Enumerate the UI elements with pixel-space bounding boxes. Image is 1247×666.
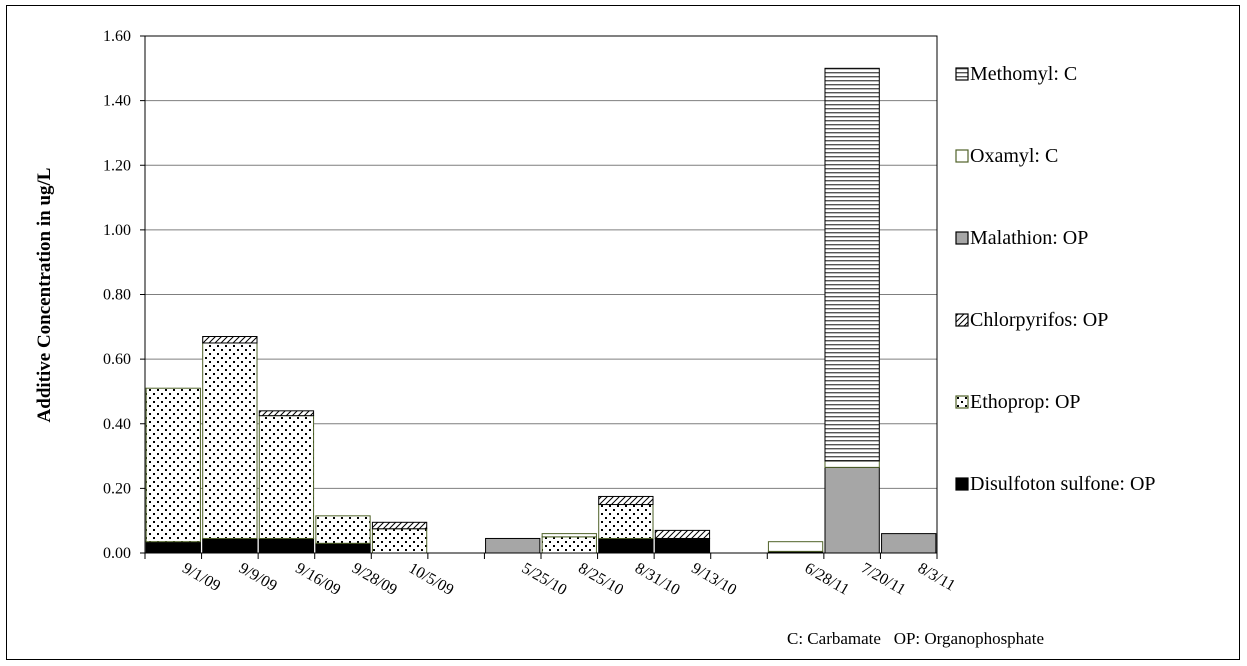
x-tick-label: 5/25/10	[519, 560, 570, 599]
x-tick-label: 9/9/09	[236, 560, 280, 595]
bar-segment	[824, 460, 880, 468]
legend-label: Chlorpyrifos: OP	[970, 309, 1108, 331]
legend-label: Methomyl: C	[970, 63, 1077, 85]
x-tick-label: 8/25/10	[575, 560, 626, 599]
y-tick-label: 1.60	[103, 28, 131, 45]
bar-segment	[881, 533, 937, 554]
bar-segment	[202, 537, 258, 554]
bar-segment	[145, 541, 201, 554]
legend: Methomyl: C Oxamyl: C Malathion: OP Chlorpy…	[955, 63, 1156, 495]
y-tick-label: 0.00	[103, 545, 131, 562]
legend-swatch	[955, 395, 969, 409]
bar-segment	[485, 537, 541, 554]
legend-swatch	[955, 149, 969, 163]
bar-segment	[541, 533, 597, 538]
x-tick-label: 9/13/10	[688, 560, 739, 599]
legend-swatch	[955, 477, 969, 491]
bar-segment	[598, 504, 654, 539]
footnote: C: Carbamate OP: Organophosphate	[787, 629, 1044, 648]
x-tick-label: 8/31/10	[632, 560, 683, 599]
bar-segment	[767, 541, 824, 552]
bars	[145, 67, 937, 554]
legend-label: Ethoprop: OP	[970, 391, 1081, 413]
x-tick-label: 9/28/09	[349, 560, 400, 599]
legend-label: Disulfoton sulfone: OP	[970, 473, 1156, 495]
x-tick-label: 7/20/11	[858, 560, 908, 599]
legend-swatch	[955, 67, 969, 81]
x-ticks: 9/1/09 9/9/09 9/16/09 9/28/09 10/5/09 5/25/10…	[144, 553, 958, 599]
bar-segment	[258, 537, 315, 554]
bar-segment	[598, 495, 654, 506]
legend-swatch	[955, 313, 969, 327]
bar-segment	[654, 537, 711, 554]
bar-segment	[371, 521, 428, 530]
x-tick-label: 8/3/11	[915, 560, 958, 595]
bar-segment	[315, 542, 371, 554]
x-tick-label: 10/5/09	[406, 560, 457, 599]
bar-segment	[258, 415, 315, 539]
bar-segment	[371, 528, 428, 554]
y-ticks: 0.00 0.20 0.40 0.60 0.80 1.00 1.20 1.40 1.60	[103, 28, 145, 562]
bar-segment	[598, 537, 654, 554]
legend-swatch	[955, 231, 969, 245]
y-tick-label: 0.80	[103, 287, 131, 304]
y-tick-label: 0.40	[103, 416, 131, 433]
y-tick-label: 0.60	[103, 351, 131, 368]
legend-label: Malathion: OP	[970, 227, 1088, 249]
bar-segment	[258, 410, 315, 417]
legend-label: Oxamyl: C	[970, 145, 1058, 167]
y-tick-label: 1.20	[103, 157, 131, 174]
y-tick-label: 0.20	[103, 480, 131, 497]
x-tick-label: 9/16/09	[292, 560, 343, 599]
y-axis-title: Additive Concentration in ug/L	[34, 168, 55, 423]
y-tick-label: 1.00	[103, 222, 131, 239]
bar-segment	[202, 342, 258, 539]
x-tick-label: 9/1/09	[179, 560, 223, 595]
bar-segment	[315, 515, 371, 544]
y-tick-label: 1.40	[103, 93, 131, 110]
bar-segment	[824, 466, 880, 554]
bar-segment	[824, 67, 880, 462]
bar-segment	[654, 529, 711, 539]
bar-segment	[145, 387, 201, 543]
bar-segment	[541, 536, 597, 554]
bar-segment	[202, 336, 258, 344]
x-tick-label: 6/28/11	[802, 560, 852, 599]
